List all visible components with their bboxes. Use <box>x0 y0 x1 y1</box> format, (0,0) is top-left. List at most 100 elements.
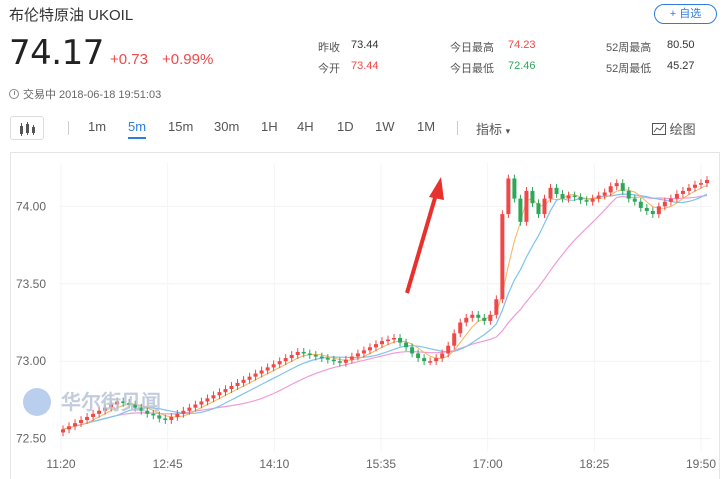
candle-body <box>307 353 312 355</box>
trading-status-text: 交易中 2018-06-18 19:51:03 <box>23 89 162 101</box>
annotation-arrow-shaft <box>405 190 439 294</box>
candle-body <box>157 415 162 419</box>
x-tick-label: 17:00 <box>473 457 503 471</box>
candle-body <box>181 410 186 414</box>
indicator-dropdown[interactable]: 指标 ▾ <box>476 119 510 138</box>
candle-body <box>662 201 667 207</box>
candle-body <box>560 193 565 199</box>
candle-body <box>109 404 114 408</box>
y-tick-label: 73.50 <box>16 277 46 291</box>
candle-body <box>410 347 415 354</box>
interval-1d[interactable]: 1D <box>337 119 354 134</box>
prev-close-label: 昨收 <box>318 42 340 54</box>
candle-body <box>337 361 342 363</box>
interval-1m[interactable]: 1m <box>88 119 107 134</box>
candle-body <box>512 178 517 199</box>
candle-body <box>373 344 378 348</box>
interval-1w[interactable]: 1W <box>375 119 395 134</box>
instrument-title: 布伦特原油 UKOIL <box>9 7 134 24</box>
candle-body <box>404 342 409 348</box>
interval-5m[interactable]: 5m <box>128 119 147 139</box>
interval-1h[interactable]: 1H <box>261 119 278 134</box>
candle-body <box>133 404 138 408</box>
candle-body <box>289 355 294 359</box>
candle-body <box>440 353 445 359</box>
candle-body <box>632 198 637 202</box>
candle-body <box>355 353 360 357</box>
candle-body <box>434 358 439 362</box>
candle-body <box>488 314 493 321</box>
candle-body <box>301 351 306 354</box>
candle-body <box>680 190 685 194</box>
interval-30m[interactable]: 30m <box>214 119 240 134</box>
candle-body <box>139 407 144 411</box>
candle-body <box>548 187 553 199</box>
candle-body <box>464 317 469 323</box>
week52-high-label: 52周最高 <box>606 42 652 54</box>
candle-body <box>638 201 643 208</box>
x-tick-label: 14:10 <box>259 457 289 471</box>
candle-body <box>79 420 84 424</box>
candle-body <box>205 398 210 402</box>
draw-button[interactable]: 绘图 <box>652 119 696 138</box>
day-high-value: 74.23 <box>508 39 536 51</box>
week52-low-value: 45.27 <box>667 60 695 72</box>
candle-body <box>692 184 697 188</box>
annotation-arrow-head <box>429 177 444 200</box>
candle-body <box>398 337 403 343</box>
open-value: 73.44 <box>351 60 379 72</box>
candle-body <box>416 353 421 359</box>
y-tick-label: 74.00 <box>16 199 46 213</box>
add-to-watchlist-button[interactable]: + 自选 <box>654 4 717 24</box>
x-tick-label: 19:50 <box>686 457 716 471</box>
interval-4h[interactable]: 4H <box>297 119 314 134</box>
draw-label: 绘图 <box>669 122 696 137</box>
candle-body <box>247 376 252 380</box>
candle-body <box>476 314 481 318</box>
open-label: 今开 <box>318 63 340 75</box>
x-tick-label: 11:20 <box>46 457 75 471</box>
candle-body <box>422 358 427 362</box>
candle-body <box>566 195 571 199</box>
candlestick-chart-type-button[interactable] <box>10 116 44 140</box>
interval-1mo[interactable]: 1M <box>417 119 436 134</box>
candle-body <box>295 351 300 355</box>
candle-body <box>211 395 216 399</box>
candle-body <box>614 183 619 187</box>
candle-body <box>392 337 397 340</box>
candle-body <box>175 413 180 417</box>
candle-body <box>97 410 102 414</box>
toolbar-divider <box>68 121 69 135</box>
candle-body <box>145 410 150 414</box>
candle-body <box>470 314 475 318</box>
candle-body <box>530 190 535 204</box>
candle-body <box>602 192 607 196</box>
candle-body <box>506 178 511 215</box>
watermark-logo-icon <box>23 388 51 416</box>
candle-body <box>379 341 384 345</box>
candle-body <box>518 198 523 222</box>
interval-15m[interactable]: 15m <box>168 119 194 134</box>
candle-body <box>103 407 108 411</box>
candle-body <box>386 339 391 342</box>
x-tick-label: 15:35 <box>366 457 396 471</box>
price-change-percent: +0.99% <box>162 51 214 68</box>
candle-body <box>361 350 366 354</box>
candle-body <box>626 190 631 199</box>
candle-body <box>644 207 649 211</box>
candle-body <box>223 389 228 393</box>
candle-body <box>494 299 499 315</box>
candle-body <box>578 197 583 201</box>
candle-body <box>313 355 318 357</box>
candle-body <box>524 190 529 222</box>
candle-body <box>596 195 601 199</box>
week52-high-value: 80.50 <box>667 39 695 51</box>
y-tick-label: 72.50 <box>16 432 46 446</box>
x-tick-label: 18:25 <box>579 457 609 471</box>
candle-body <box>698 183 703 185</box>
price-change: +0.73 <box>110 51 148 68</box>
ma-slow-line <box>62 194 708 430</box>
price-chart[interactable]: 74.00 73.50 73.00 72.50 11:20 12:45 14:10 15:35… <box>10 152 720 479</box>
candle-body <box>241 379 246 383</box>
